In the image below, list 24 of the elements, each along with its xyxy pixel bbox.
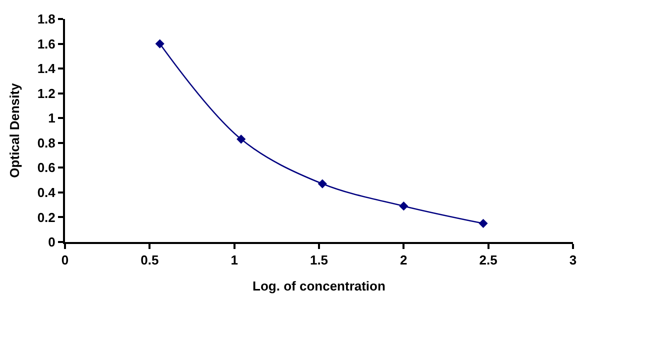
point: [478, 218, 488, 228]
point: [399, 202, 408, 211]
x-tick-label: 2.5: [479, 252, 498, 268]
y-tick-label: 0.2: [37, 210, 56, 225]
y-tick-label: 0.6: [37, 160, 56, 176]
x-tick-label: 3: [569, 252, 577, 268]
y-tick-label: 0.4: [37, 184, 56, 200]
y-tick-label: 1.4: [37, 61, 56, 76]
x-tick-label: 0: [61, 252, 69, 268]
y-tick-label: 1.8: [37, 12, 56, 27]
x-tick-label: 1: [230, 252, 238, 268]
y-tick-label: 1: [48, 110, 56, 126]
y-axis-title: Optical Density: [6, 82, 22, 178]
y-tick-label: 0: [48, 234, 56, 250]
x-tick-label: 1.5: [310, 252, 328, 268]
point: [236, 134, 246, 144]
y-tick-label: 1.6: [37, 36, 56, 52]
x-tick-label: 0.5: [140, 252, 159, 268]
point: [318, 179, 327, 188]
y-tick-label: 1.2: [37, 86, 56, 101]
x-tick-label: 2: [400, 252, 408, 268]
y-tick-label: 0.8: [37, 135, 56, 150]
x-axis-title: Log. of concentration: [252, 278, 386, 294]
point: [155, 39, 164, 48]
